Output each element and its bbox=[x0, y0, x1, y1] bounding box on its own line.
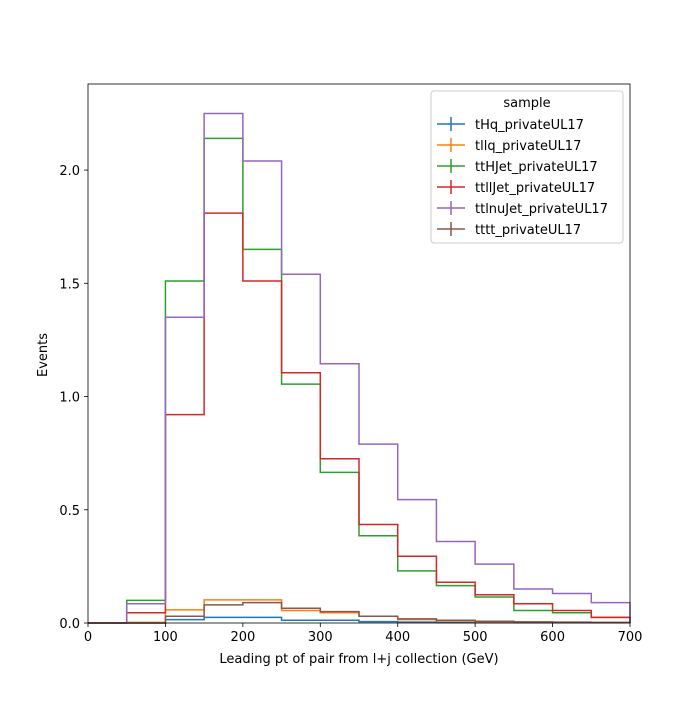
x-tick-label: 500 bbox=[463, 630, 488, 645]
axes-layer bbox=[87, 83, 631, 624]
x-tick-label: 0 bbox=[84, 630, 92, 645]
y-tick-label: 0.0 bbox=[59, 617, 80, 632]
legend-label: ttlnuJet_privateUL17 bbox=[475, 202, 608, 217]
y-axis-label: Events bbox=[36, 333, 51, 377]
legend-label: tllq_privateUL17 bbox=[475, 139, 581, 154]
x-tick-label: 700 bbox=[618, 630, 643, 645]
legend-item: tHq_privateUL17 bbox=[437, 117, 584, 133]
series-step-line bbox=[88, 212, 631, 624]
y-tick-label: 2.0 bbox=[59, 164, 80, 179]
x-tick-label: 300 bbox=[308, 630, 333, 645]
legend-label: ttHJet_privateUL17 bbox=[475, 160, 598, 175]
series-ttllJet_privateUL17 bbox=[88, 212, 631, 624]
legend-label: ttllJet_privateUL17 bbox=[475, 181, 595, 196]
x-tick-label: 200 bbox=[230, 630, 255, 645]
x-tick-label: 400 bbox=[385, 630, 410, 645]
y-tick-label: 0.5 bbox=[59, 504, 80, 519]
series-layer bbox=[88, 112, 631, 624]
legend-title: sample bbox=[503, 96, 550, 111]
series-step-line bbox=[88, 137, 631, 624]
series-ttlnuJet_privateUL17 bbox=[88, 112, 631, 624]
legend: sample tHq_privateUL17 tllq_privateUL17 ttH… bbox=[430, 90, 624, 244]
ticks-layer: 0 100 200 300 400 500 600 700 0.0 0.5 1.0 1.5 2.0 bbox=[59, 164, 642, 645]
legend-item: ttHJet_privateUL17 bbox=[437, 159, 598, 175]
series-tttt_privateUL17 bbox=[88, 601, 631, 624]
legend-box bbox=[430, 90, 624, 244]
series-step-line bbox=[88, 112, 631, 624]
plot-frame bbox=[87, 83, 631, 624]
legend-item: tttt_privateUL17 bbox=[437, 222, 581, 238]
series-ttHJet_privateUL17 bbox=[88, 137, 631, 624]
y-tick-label: 1.5 bbox=[59, 277, 80, 292]
legend-item: tllq_privateUL17 bbox=[437, 138, 581, 154]
x-tick-label: 600 bbox=[540, 630, 565, 645]
legend-item: ttlnuJet_privateUL17 bbox=[437, 201, 608, 217]
legend-item: ttllJet_privateUL17 bbox=[437, 180, 595, 196]
legend-label: tttt_privateUL17 bbox=[475, 223, 581, 238]
x-axis-label: Leading pt of pair from l+j collection (… bbox=[219, 652, 498, 667]
x-tick-label: 100 bbox=[153, 630, 178, 645]
series-step-line bbox=[88, 601, 631, 624]
y-tick-label: 1.0 bbox=[59, 391, 80, 406]
legend-label: tHq_privateUL17 bbox=[475, 118, 584, 133]
